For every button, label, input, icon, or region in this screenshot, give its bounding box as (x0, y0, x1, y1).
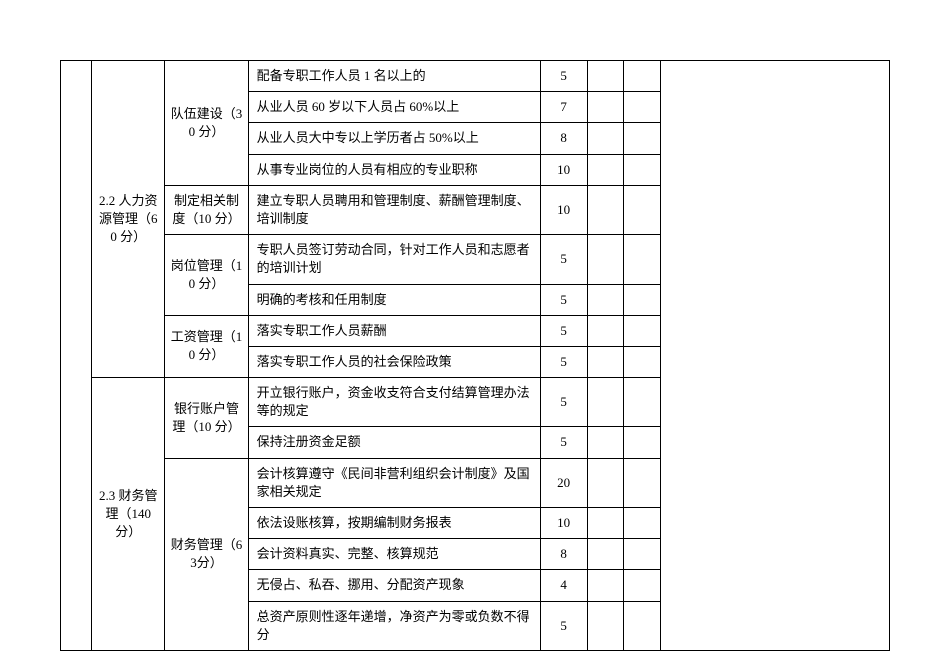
score-cell: 10 (540, 508, 587, 539)
item-cell: 配备专职工作人员 1 名以上的 (248, 61, 540, 92)
empty-cell (624, 601, 660, 650)
score-cell: 10 (540, 154, 587, 185)
group-salary: 工资管理（10 分） (165, 315, 248, 377)
empty-cell (624, 570, 660, 601)
section-finance: 2.3 财务管理（140 分） (92, 378, 165, 651)
empty-cell (624, 458, 660, 507)
empty-cell (624, 92, 660, 123)
score-cell: 5 (540, 284, 587, 315)
empty-cell (587, 185, 623, 234)
group-bank: 银行账户管理（10 分） (165, 378, 248, 459)
empty-cell (624, 315, 660, 346)
score-cell: 7 (540, 92, 587, 123)
empty-cell (587, 508, 623, 539)
empty-cell (587, 570, 623, 601)
score-cell: 5 (540, 427, 587, 458)
score-cell: 5 (540, 315, 587, 346)
score-cell: 4 (540, 570, 587, 601)
col-blank-right (660, 61, 889, 651)
item-cell: 开立银行账户，资金收支符合支付结算管理办法等的规定 (248, 378, 540, 427)
empty-cell (587, 458, 623, 507)
item-cell: 明确的考核和任用制度 (248, 284, 540, 315)
empty-cell (587, 284, 623, 315)
item-cell: 从事专业岗位的人员有相应的专业职称 (248, 154, 540, 185)
empty-cell (587, 378, 623, 427)
section-hr: 2.2 人力资源管理（60 分） (92, 61, 165, 378)
col-blank-left (61, 61, 92, 651)
empty-cell (624, 185, 660, 234)
empty-cell (624, 284, 660, 315)
item-cell: 无侵占、私吞、挪用、分配资产现象 (248, 570, 540, 601)
score-cell: 5 (540, 378, 587, 427)
item-cell: 依法设账核算，按期编制财务报表 (248, 508, 540, 539)
empty-cell (624, 61, 660, 92)
score-cell: 20 (540, 458, 587, 507)
group-finance: 财务管理（63分） (165, 458, 248, 650)
item-cell: 落实专职工作人员薪酬 (248, 315, 540, 346)
page-container: 2.2 人力资源管理（60 分） 队伍建设（30 分） 配备专职工作人员 1 名… (0, 0, 950, 672)
empty-cell (624, 154, 660, 185)
empty-cell (587, 601, 623, 650)
score-cell: 10 (540, 185, 587, 234)
evaluation-table: 2.2 人力资源管理（60 分） 队伍建设（30 分） 配备专职工作人员 1 名… (60, 60, 890, 651)
item-cell: 保持注册资金足额 (248, 427, 540, 458)
score-cell: 5 (540, 61, 587, 92)
empty-cell (624, 235, 660, 284)
empty-cell (587, 154, 623, 185)
empty-cell (624, 508, 660, 539)
empty-cell (587, 346, 623, 377)
empty-cell (587, 539, 623, 570)
item-cell: 会计核算遵守《民间非营利组织会计制度》及国家相关规定 (248, 458, 540, 507)
empty-cell (587, 123, 623, 154)
empty-cell (587, 427, 623, 458)
score-cell: 8 (540, 123, 587, 154)
table-row: 2.2 人力资源管理（60 分） 队伍建设（30 分） 配备专职工作人员 1 名… (61, 61, 890, 92)
empty-cell (587, 315, 623, 346)
item-cell: 从业人员 60 岁以下人员占 60%以上 (248, 92, 540, 123)
empty-cell (624, 539, 660, 570)
empty-cell (624, 427, 660, 458)
empty-cell (624, 378, 660, 427)
empty-cell (587, 61, 623, 92)
item-cell: 专职人员签订劳动合同，针对工作人员和志愿者的培训计划 (248, 235, 540, 284)
group-policy: 制定相关制度（10 分） (165, 185, 248, 234)
group-team: 队伍建设（30 分） (165, 61, 248, 186)
score-cell: 8 (540, 539, 587, 570)
score-cell: 5 (540, 235, 587, 284)
empty-cell (624, 346, 660, 377)
item-cell: 建立专职人员聘用和管理制度、薪酬管理制度、培训制度 (248, 185, 540, 234)
empty-cell (587, 235, 623, 284)
item-cell: 总资产原则性逐年递增，净资产为零或负数不得分 (248, 601, 540, 650)
group-post: 岗位管理（10 分） (165, 235, 248, 316)
empty-cell (587, 92, 623, 123)
score-cell: 5 (540, 601, 587, 650)
score-cell: 5 (540, 346, 587, 377)
item-cell: 会计资料真实、完整、核算规范 (248, 539, 540, 570)
empty-cell (624, 123, 660, 154)
item-cell: 落实专职工作人员的社会保险政策 (248, 346, 540, 377)
item-cell: 从业人员大中专以上学历者占 50%以上 (248, 123, 540, 154)
